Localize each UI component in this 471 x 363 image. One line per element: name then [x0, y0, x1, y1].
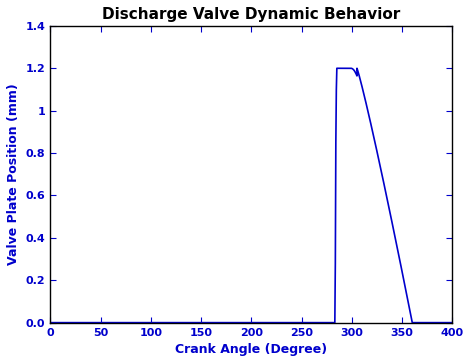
Title: Discharge Valve Dynamic Behavior: Discharge Valve Dynamic Behavior	[102, 7, 400, 22]
X-axis label: Crank Angle (Degree): Crank Angle (Degree)	[175, 343, 327, 356]
Y-axis label: Valve Plate Position (mm): Valve Plate Position (mm)	[7, 83, 20, 265]
